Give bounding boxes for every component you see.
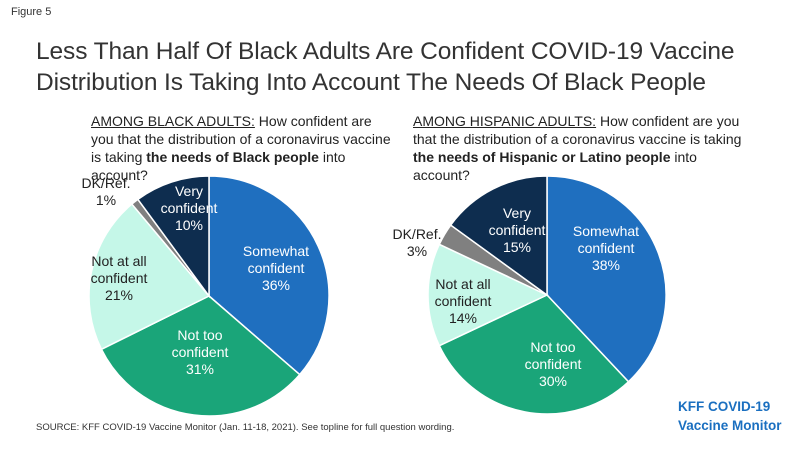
data-label-not-too-confident: Not too confident 30% [525, 339, 582, 389]
data-label-somewhat-confident: Somewhat confident 36% [243, 243, 309, 293]
pie-slice-somewhat-confident [208, 175, 330, 376]
right-question-bold: the needs of Hispanic or Latino people [413, 149, 671, 165]
pie-slice-not-too-confident [100, 295, 301, 417]
right-question-text: How confident are you that the distribut… [413, 113, 742, 147]
data-label-dk-ref: DK/Ref. 3% [392, 226, 441, 259]
data-label-somewhat-confident: Somewhat confident 38% [573, 223, 639, 273]
data-label-dk-ref: DK/Ref. 1% [81, 175, 130, 208]
left-question-end: into account? [91, 149, 346, 183]
right-question-group: AMONG HISPANIC ADULTS: [413, 113, 597, 129]
left-question-group: AMONG BLACK ADULTS: [91, 113, 255, 129]
data-label-very-confident: Very confident 15% [489, 205, 546, 255]
title-line-1: Less Than Half Of Black Adults Are Confi… [36, 38, 735, 65]
data-label-not-at-all-confident: Not at all confident 21% [91, 253, 148, 303]
pie-slice-very-confident [136, 175, 210, 299]
logo-line-1: KFF COVID-19 [678, 399, 771, 414]
left-question: AMONG BLACK ADULTS: How confident are yo… [91, 112, 391, 184]
data-label-not-too-confident: Not too confident 31% [172, 327, 229, 377]
pie-slice-not-at-all-confident [88, 203, 211, 351]
figure-label: Figure 5 [11, 6, 52, 18]
logo-line-2: Vaccine Monitor [678, 418, 782, 433]
left-question-bold: the needs of Black people [146, 149, 319, 165]
source-note: SOURCE: KFF COVID-19 Vaccine Monitor (Ja… [36, 422, 455, 433]
chart-title: Less Than Half Of Black Adults Are Confi… [36, 36, 786, 98]
right-question-end: into account? [413, 149, 697, 183]
pie-slice-somewhat-confident [546, 175, 667, 383]
data-label-very-confident: Very confident 10% [161, 183, 218, 233]
data-label-not-at-all-confident: Not at all confident 14% [435, 276, 492, 326]
right-question: AMONG HISPANIC ADULTS: How confident are… [413, 112, 743, 184]
left-question-text: How confident are you that the distribut… [91, 113, 391, 165]
pie-slice-not-at-all-confident [427, 243, 549, 347]
pie-slice-not-too-confident [438, 294, 630, 415]
pie-slice-very-confident [449, 175, 548, 297]
title-line-2: Distribution Is Taking Into Account The … [36, 69, 706, 96]
kff-logo: KFF COVID-19 Vaccine Monitor [678, 397, 782, 435]
